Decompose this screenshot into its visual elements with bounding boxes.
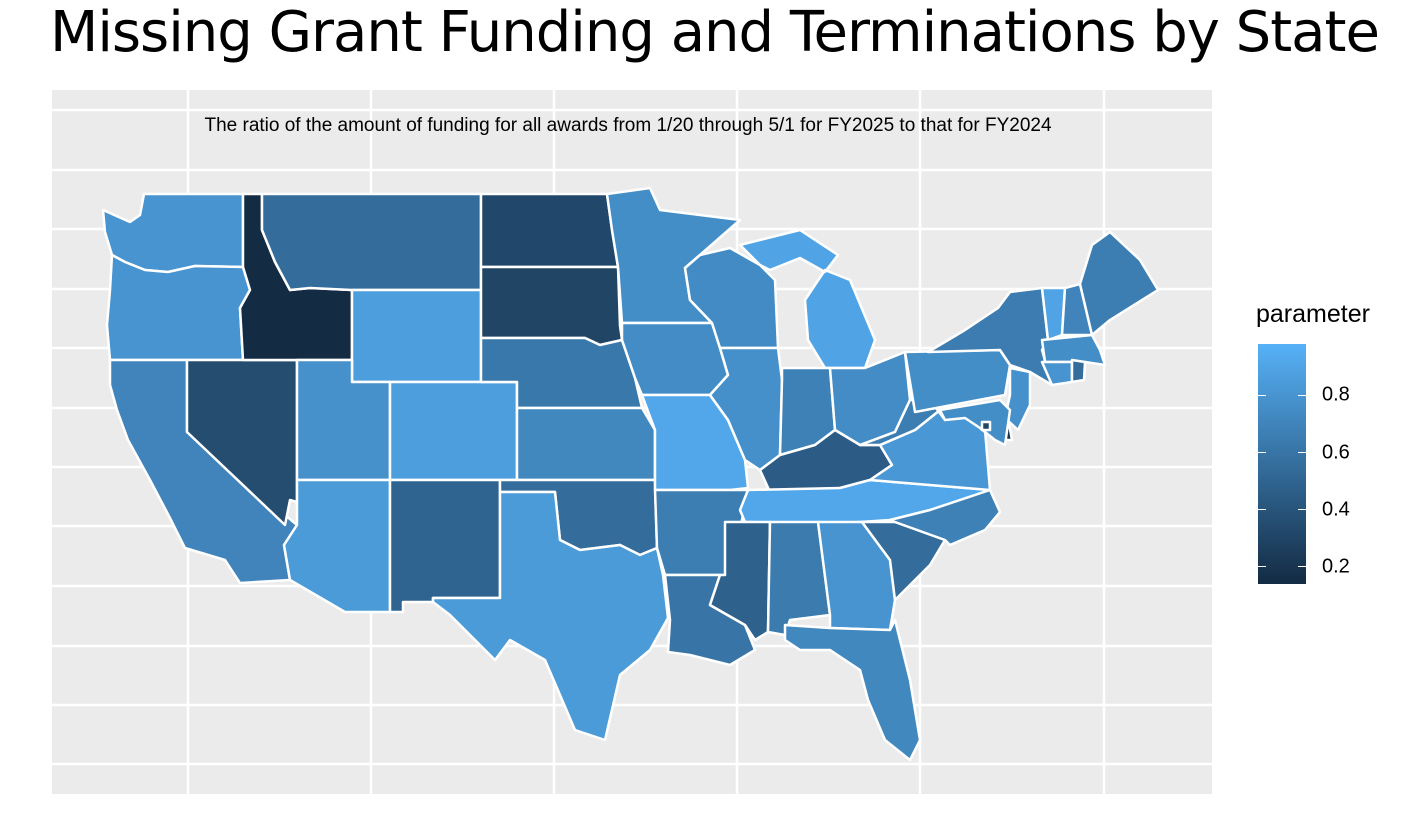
state-mi [738, 228, 877, 370]
legend-tick-label: 0.4 [1322, 498, 1350, 521]
legend-tick-mark [1298, 566, 1306, 568]
legend-tick-mark [1258, 394, 1266, 396]
state-wy [350, 288, 483, 384]
map-title: Missing Grant Funding and Terminations b… [50, 0, 1380, 65]
state-dc [980, 420, 992, 432]
state-or [105, 253, 252, 362]
state-mt [260, 192, 483, 292]
legend-tick-label: 0.8 [1322, 383, 1350, 406]
state-fl [783, 618, 922, 762]
legend-tick-label: 0.2 [1322, 555, 1350, 578]
state-ks [515, 406, 657, 482]
state-wi [683, 246, 780, 350]
states-layer [101, 186, 1160, 762]
legend-tick-mark [1258, 509, 1266, 511]
state-ri [1070, 358, 1087, 384]
legend-tick-mark [1298, 394, 1306, 396]
color-legend: parameter 0.2 0.4 0.6 0.8 [1256, 300, 1426, 600]
choropleth-map [52, 90, 1212, 794]
state-az [282, 478, 392, 614]
state-co [388, 380, 519, 482]
state-ne [479, 336, 644, 410]
state-tx [431, 490, 670, 742]
state-nj [1003, 366, 1032, 432]
legend-colorbar [1258, 344, 1306, 584]
state-nm [388, 478, 502, 614]
legend-tick-label: 0.6 [1322, 441, 1350, 464]
state-nc [888, 488, 1002, 547]
legend-tick-mark [1258, 452, 1266, 454]
state-il [708, 346, 784, 472]
state-me [1078, 230, 1160, 337]
state-sd [479, 265, 624, 347]
legend-title: parameter [1256, 300, 1370, 328]
legend-tick-mark [1298, 509, 1306, 511]
state-ct [1040, 360, 1074, 387]
state-ia [620, 321, 730, 397]
state-nd [479, 192, 620, 269]
legend-tick-mark [1258, 566, 1266, 568]
map-subtitle: The ratio of the amount of funding for a… [204, 115, 1052, 136]
legend-tick-mark [1298, 452, 1306, 454]
state-md [938, 398, 1012, 447]
